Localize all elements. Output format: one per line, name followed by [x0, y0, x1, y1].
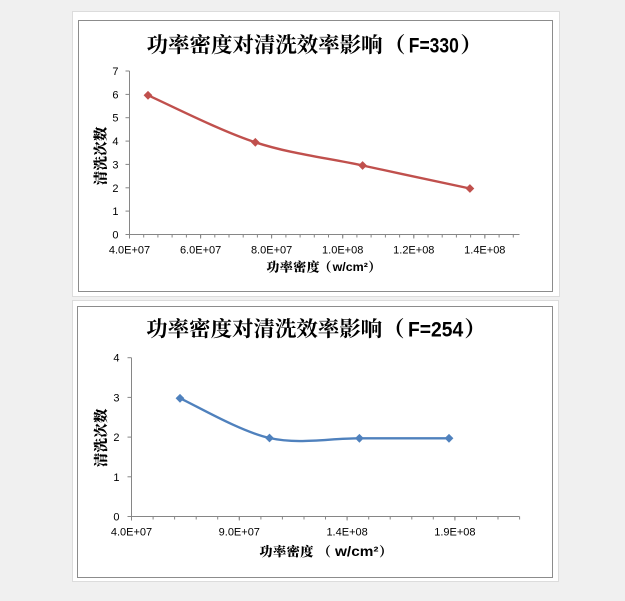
svg-text:w/cm²: w/cm²	[332, 260, 368, 274]
svg-text:1.2E+08: 1.2E+08	[393, 245, 434, 257]
svg-text:4.0E+07: 4.0E+07	[109, 245, 150, 257]
svg-text:1.0E+08: 1.0E+08	[322, 245, 363, 257]
svg-text:5: 5	[112, 113, 118, 125]
svg-text:9.0E+07: 9.0E+07	[219, 527, 260, 539]
svg-text:8.0E+07: 8.0E+07	[251, 245, 292, 257]
svg-text:3: 3	[113, 392, 119, 404]
svg-text:1.4E+08: 1.4E+08	[326, 527, 367, 539]
svg-text:2: 2	[112, 183, 118, 195]
svg-text:4.0E+07: 4.0E+07	[111, 527, 152, 539]
svg-text:0: 0	[112, 230, 118, 242]
svg-text:0: 0	[113, 512, 119, 524]
svg-text:3: 3	[112, 159, 118, 171]
svg-text:F=254: F=254	[408, 318, 463, 341]
svg-text:1.9E+08: 1.9E+08	[434, 527, 475, 539]
svg-text:7: 7	[112, 66, 118, 78]
svg-text:1.4E+08: 1.4E+08	[464, 245, 505, 257]
svg-text:6.0E+07: 6.0E+07	[180, 245, 221, 257]
svg-text:w/cm²: w/cm²	[334, 544, 379, 559]
svg-text:6: 6	[112, 89, 118, 101]
svg-text:1: 1	[113, 472, 119, 484]
svg-text:2: 2	[113, 432, 119, 444]
svg-text:4: 4	[113, 353, 119, 365]
svg-text:F=330: F=330	[409, 34, 459, 57]
svg-text:4: 4	[112, 136, 118, 148]
svg-text:1: 1	[112, 206, 118, 218]
